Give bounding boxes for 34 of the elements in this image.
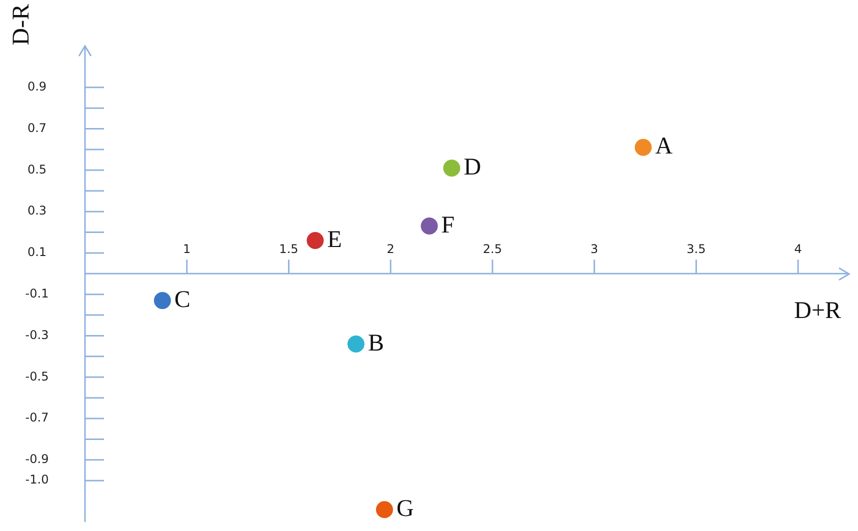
- y-tick-label: -0.3: [25, 328, 49, 342]
- y-tick-label: -1.0: [25, 472, 49, 487]
- point: [306, 232, 324, 250]
- x-tick-label: 1: [183, 242, 191, 256]
- x-tick-label: 1.5: [279, 242, 298, 256]
- point: [376, 501, 393, 518]
- y-axis-title: D-R: [8, 4, 34, 46]
- series-label: F: [441, 212, 455, 238]
- point: [634, 138, 652, 156]
- y-tick-label: 0.7: [27, 120, 47, 135]
- x-axis-title: D+R: [794, 298, 841, 324]
- series-label: A: [655, 134, 674, 160]
- x-tick-label: 3: [590, 242, 598, 256]
- x-tick-label: 2: [386, 242, 394, 256]
- x-tick-label: 2.5: [482, 242, 502, 256]
- series-label: D: [464, 154, 482, 180]
- point: [347, 336, 364, 353]
- y-tick-label: 0.1: [27, 245, 47, 260]
- point: [420, 218, 438, 235]
- series-label: E: [327, 226, 342, 253]
- y-tick-label: 0.3: [27, 204, 47, 218]
- y-tick-label: -0.1: [25, 286, 49, 300]
- y-tick-label: -0.9: [25, 452, 49, 466]
- point: [443, 160, 460, 177]
- y-tick-label: -0.5: [25, 369, 49, 384]
- series-label: G: [396, 496, 414, 522]
- y-tick-label: 0.9: [27, 80, 47, 94]
- series-label: C: [174, 286, 190, 313]
- x-tick-label: 3.5: [686, 242, 706, 256]
- series-label: B: [368, 330, 384, 356]
- point: [154, 292, 171, 310]
- y-tick-label: 0.5: [27, 162, 47, 176]
- x-tick-label: 4: [794, 242, 802, 256]
- y-tick-label: -0.7: [25, 410, 49, 425]
